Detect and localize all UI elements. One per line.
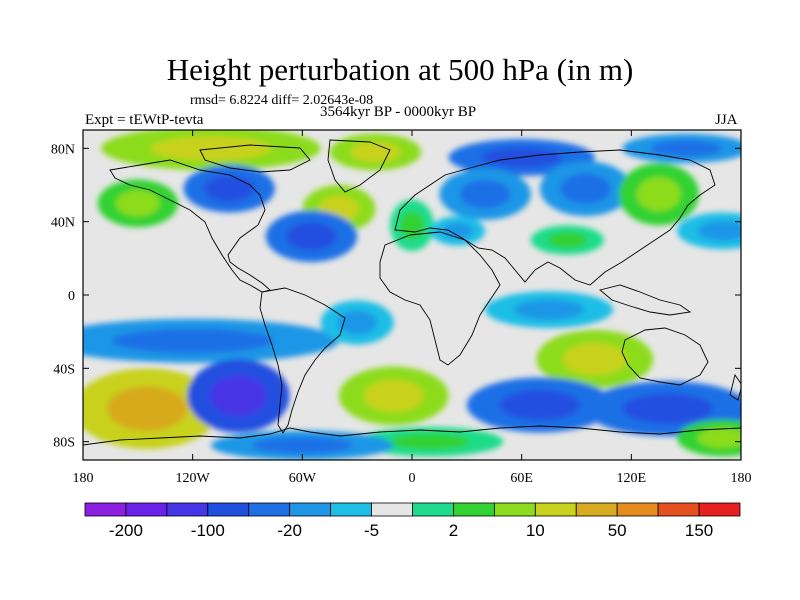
colorbar-swatch <box>616 502 659 517</box>
anomaly-core <box>547 231 588 249</box>
anomaly-core <box>622 393 714 424</box>
colorbar-swatch <box>534 502 577 517</box>
colorbar-swatch <box>657 502 700 517</box>
y-tick-label: 40S <box>53 362 75 377</box>
anomaly-core <box>442 222 473 239</box>
coast-antarctica <box>83 425 741 446</box>
season-label: JJA <box>715 112 738 128</box>
colorbar-swatch <box>125 502 168 517</box>
colorbar-swatch <box>453 502 495 517</box>
y-tick-label: 80S <box>53 436 75 451</box>
colorbar-swatch <box>289 502 332 517</box>
x-tick-label: 120W <box>176 471 211 486</box>
coast-africa <box>379 231 501 366</box>
anomaly-core <box>337 310 378 335</box>
anomaly-core <box>350 141 401 163</box>
anomaly-core <box>252 437 353 454</box>
chart-title: Height perturbation at 500 hPa (in m) <box>166 52 634 87</box>
anomaly-core <box>115 190 160 217</box>
stats-text: rmsd= 6.8224 diff= 2.02643e-08 <box>190 93 374 108</box>
colorbar-swatch <box>493 502 536 517</box>
colorbar: -200 -100 -20 -5 2 10 50 150 <box>84 502 741 540</box>
colorbar-swatch <box>166 502 209 517</box>
colorbar-swatch <box>84 502 127 517</box>
anomaly-core <box>636 177 681 212</box>
anomaly-core <box>150 136 272 161</box>
x-tick-label: 60W <box>289 471 317 486</box>
x-tick-label: 180 <box>731 471 752 486</box>
anomaly-core <box>697 220 741 241</box>
anomaly-core <box>562 343 627 376</box>
anomaly-core <box>112 328 274 353</box>
coast-eurasia <box>394 149 716 286</box>
colorbar-label: 10 <box>526 521 545 540</box>
coast-australia <box>621 327 709 386</box>
anomaly-core <box>560 173 611 204</box>
coastlines <box>83 139 741 446</box>
x-tick-label: 60E <box>510 471 533 486</box>
colorbar-swatch <box>207 502 250 517</box>
colorbar-label: -5 <box>364 521 379 540</box>
x-tick-label: 120E <box>617 471 647 486</box>
colorbar-swatch <box>698 502 741 517</box>
coast-maritime-continent <box>599 284 692 316</box>
colorbar-label: 2 <box>449 521 458 540</box>
anomaly-core <box>513 299 585 320</box>
anomaly-core <box>650 140 722 157</box>
anomaly-core <box>399 211 425 240</box>
y-tick-label: 40N <box>51 216 75 231</box>
coast-north-america <box>109 159 271 293</box>
colorbar-label: -100 <box>191 521 225 540</box>
coast-greenland <box>327 139 391 193</box>
anomaly-core <box>390 433 471 450</box>
anomaly-core <box>499 389 581 421</box>
x-tick-label: 0 <box>409 471 416 486</box>
anomaly-core <box>697 427 741 449</box>
colorbar-label: -200 <box>109 521 143 540</box>
anomaly-core <box>286 222 337 251</box>
colorbar-swatch <box>412 502 454 517</box>
x-tick-label: 180 <box>73 471 94 486</box>
coast-new-zealand <box>729 373 741 401</box>
anomaly-field <box>83 130 741 460</box>
y-tick-label: 0 <box>68 289 75 304</box>
anomaly-core <box>106 386 188 431</box>
colorbar-label: 50 <box>608 521 627 540</box>
x-axis: 180 120W 60W 0 60E 120E 180 <box>73 130 752 486</box>
y-tick-label: 80N <box>51 142 75 157</box>
colorbar-swatch <box>371 502 413 517</box>
experiment-label: Expt = tEWtP-tevta <box>85 112 204 128</box>
colorbar-label: -20 <box>277 521 302 540</box>
colorbar-swatch <box>248 502 291 517</box>
anomaly-core <box>363 379 424 412</box>
period-label: 3564kyr BP - 0000kyr BP <box>320 104 477 120</box>
anomaly-core <box>210 375 267 417</box>
y-axis: 80N 40N 0 40S 80S <box>51 142 741 451</box>
colorbar-swatch <box>330 502 372 517</box>
colorbar-swatch <box>575 502 618 517</box>
coast-south-america <box>259 287 346 434</box>
anomaly-core <box>459 180 511 209</box>
coast-arctic-islands <box>199 144 311 173</box>
anomaly-core <box>204 175 255 202</box>
colorbar-label: 150 <box>685 521 713 540</box>
